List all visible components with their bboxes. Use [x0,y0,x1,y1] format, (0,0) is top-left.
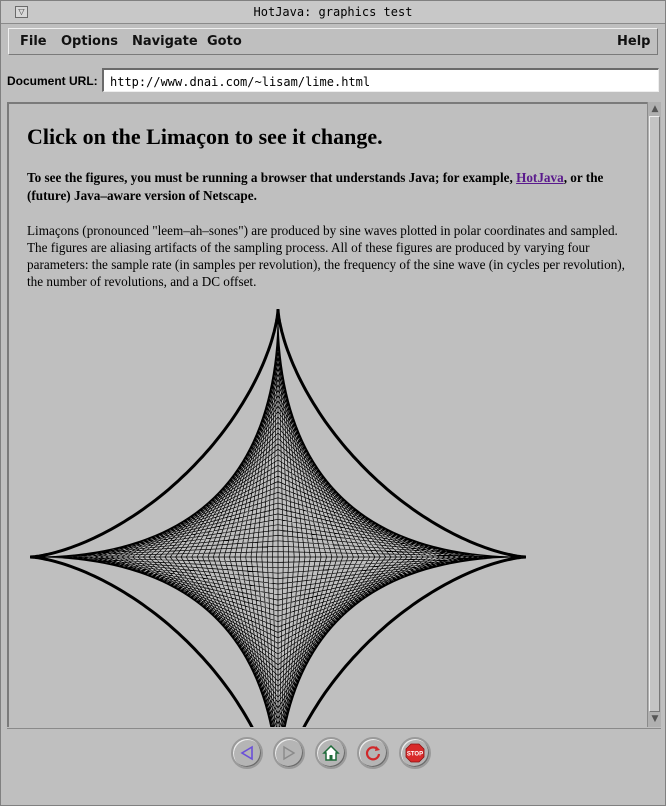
reload-button[interactable] [357,737,389,769]
chevron-down-icon: ▽ [18,7,25,16]
scroll-up-arrow-icon[interactable]: ▲ [651,103,659,114]
limacon-applet[interactable] [26,304,530,727]
navigation-toolbar: STOP [7,728,661,799]
limacon-outline [30,309,526,727]
menu-navigate[interactable]: Navigate [132,34,198,49]
reload-icon [365,746,381,761]
intro-text: To see the figures, you must be running … [27,170,517,185]
menu-bar: File Options Navigate Goto Help [8,28,658,55]
description-paragraph: Limaçons (pronounced "leem–ah–sones") ar… [27,223,625,289]
hotjava-link[interactable]: HotJava [516,170,564,185]
forward-button[interactable] [273,737,305,769]
back-button[interactable] [231,737,263,769]
vertical-scrollbar[interactable]: ▲ ▼ [647,102,661,727]
scroll-thumb[interactable] [649,116,660,712]
menu-help[interactable]: Help [617,34,651,49]
menu-file[interactable]: File [20,34,47,49]
url-label: Document URL: [7,74,98,88]
back-icon [240,745,253,761]
home-button[interactable] [315,737,347,769]
intro-paragraph: To see the figures, you must be running … [27,169,627,205]
url-input[interactable] [102,68,659,92]
stop-icon: STOP [405,743,425,763]
limacon-mesh [30,309,526,727]
page-title: Click on the Limaçon to see it change. [27,124,383,149]
window-menu-button[interactable]: ▽ [15,6,28,18]
title-bar[interactable]: ▽ HotJava: graphics test [1,1,665,24]
home-icon [322,744,340,761]
window-title: HotJava: graphics test [253,5,413,19]
menu-goto[interactable]: Goto [207,34,242,49]
forward-icon [283,745,296,761]
svg-text:STOP: STOP [407,752,423,758]
document-view: Click on the Limaçon to see it change. T… [7,102,647,727]
scroll-down-arrow-icon[interactable]: ▼ [651,713,659,724]
address-bar: Document URL: [1,65,665,99]
stop-button[interactable]: STOP [399,737,431,769]
intro-text-end: , or the (future) Java–aware version of … [27,170,604,203]
menu-options[interactable]: Options [61,34,118,49]
